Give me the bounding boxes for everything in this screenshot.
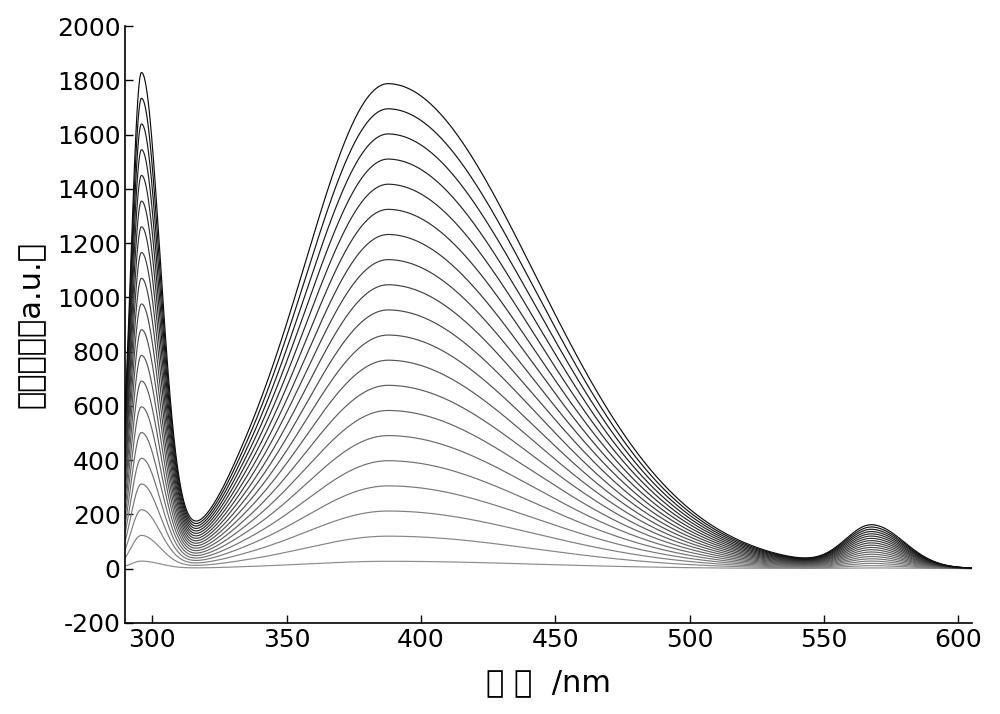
X-axis label: 波 长  /nm: 波 长 /nm bbox=[486, 668, 611, 698]
Y-axis label: 荧光强度（a.u.）: 荧光强度（a.u.） bbox=[17, 241, 46, 408]
